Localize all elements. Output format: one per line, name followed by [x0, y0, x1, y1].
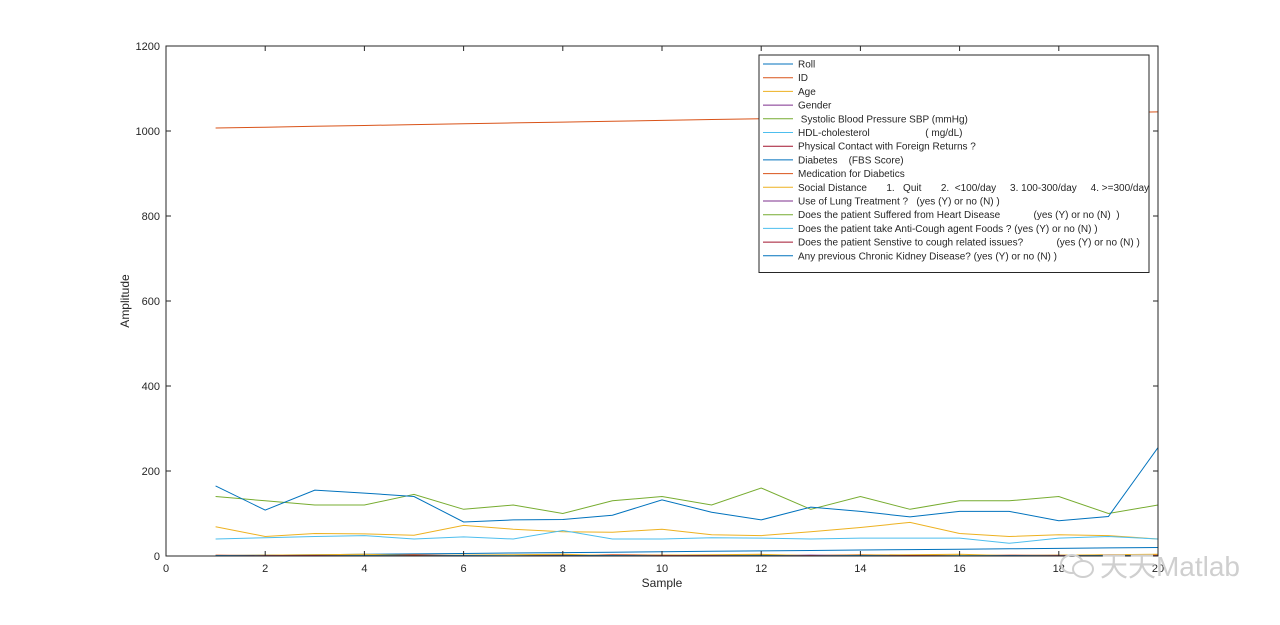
y-axis-label: Amplitude	[118, 274, 132, 328]
watermark-text: 天天Matlab	[1099, 551, 1240, 582]
legend-entry: Does the patient Senstive to cough relat…	[798, 238, 1140, 249]
legend-entry: Diabetes (FBS Score)	[798, 155, 904, 166]
legend-entry: Does the patient take Anti-Cough agent F…	[798, 224, 1098, 235]
y-tick-label: 1000	[136, 126, 160, 138]
legend-entry: Social Distance 1. Quit 2. <100/day 3. 1…	[798, 183, 1149, 194]
x-tick-label: 6	[461, 563, 467, 575]
y-tick-label: 1200	[136, 41, 160, 53]
y-tick-label: 800	[142, 211, 160, 223]
x-axis-label: Sample	[642, 576, 683, 590]
x-tick-label: 4	[361, 563, 367, 575]
legend: Roll ID Age Gender Systolic Blood Pressure …	[758, 54, 1150, 273]
legend-entry: Gender	[798, 101, 832, 112]
x-tick-label: 12	[755, 563, 767, 575]
legend-entry: Roll	[798, 60, 815, 71]
legend-box	[758, 54, 1150, 273]
legend-entry: Use of Lung Treatment ? (yes (Y) or no (…	[798, 197, 1000, 208]
x-tick-label: 2	[262, 563, 268, 575]
x-tick-label: 8	[560, 563, 566, 575]
x-tick-label: 16	[953, 563, 965, 575]
x-tick-label: 20	[1152, 563, 1164, 575]
legend-entry: Systolic Blood Pressure SBP (mmHg)	[798, 114, 968, 125]
y-tick-label: 0	[154, 551, 160, 563]
legend-entry: Physical Contact with Foreign Returns ?	[798, 142, 976, 153]
series-line-3	[215, 521, 1159, 540]
y-tick-label: 200	[142, 466, 160, 478]
legend-entry: HDL-cholesterol ( mg/dL)	[798, 128, 963, 139]
legend-entry: Medication for Diabetics	[798, 169, 905, 180]
legend-entry: Any previous Chronic Kidney Disease? (ye…	[798, 251, 1057, 262]
x-tick-label: 10	[656, 563, 668, 575]
y-tick-label: 400	[142, 381, 160, 393]
legend-entry: Does the patient Suffered from Heart Dis…	[798, 210, 1120, 221]
series-line-5	[215, 487, 1159, 515]
series-line-8	[215, 447, 1159, 523]
legend-entry: Age	[798, 87, 816, 98]
wechat-icon	[1059, 552, 1094, 578]
x-tick-label: 0	[163, 563, 169, 575]
legend-entry: ID	[798, 73, 808, 84]
y-tick-label: 600	[142, 296, 160, 308]
x-tick-label: 14	[854, 563, 866, 575]
series-line-6	[215, 529, 1159, 544]
watermark: 天天Matlab	[1059, 545, 1240, 585]
